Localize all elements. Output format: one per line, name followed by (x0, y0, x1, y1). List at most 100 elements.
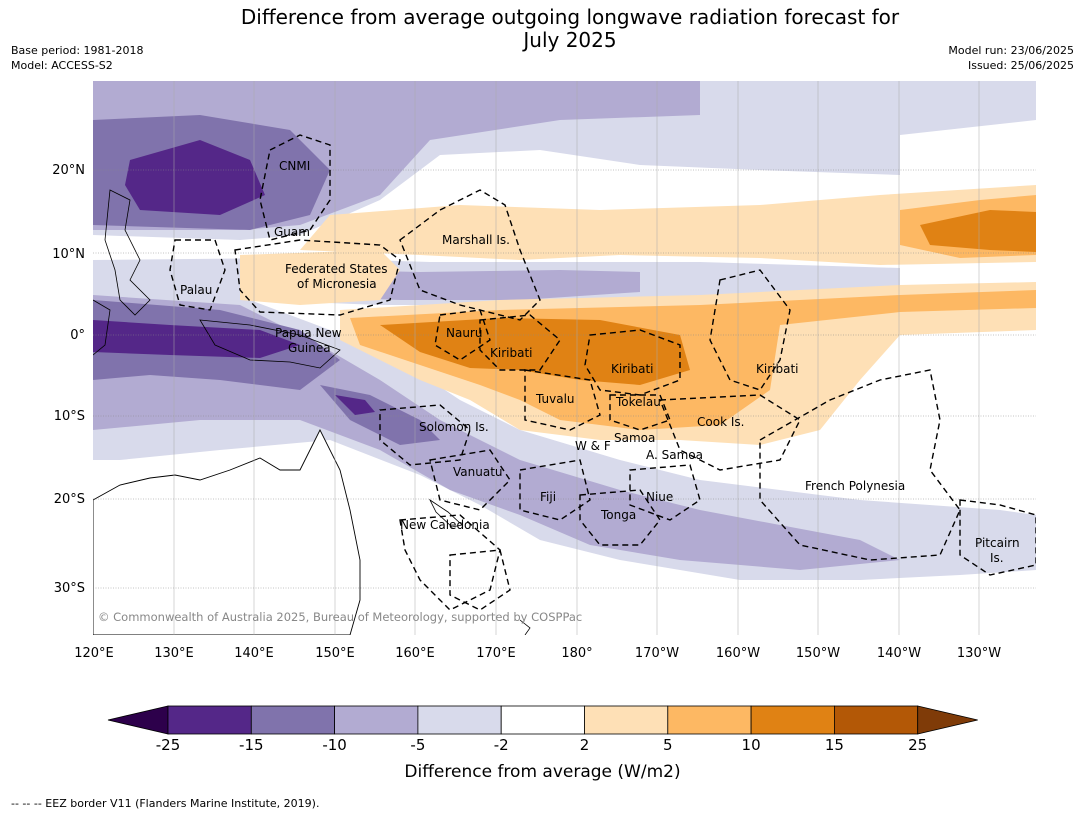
colorbar-tick-label: 15 (825, 736, 844, 754)
label-fiji: Fiji (540, 490, 556, 504)
borneo-coastline (93, 299, 111, 356)
label-solomon-islands: Solomon Is. (419, 420, 489, 434)
lon-label: 140°E (234, 646, 274, 661)
colorbar-tick-label: -10 (322, 736, 347, 754)
copyright-notice: © Commonwealth of Australia 2025, Bureau… (98, 610, 582, 624)
lon-label: 160°E (395, 646, 435, 661)
label-kiribati-east: Kiribati (756, 362, 798, 376)
label-kiribati-central: Kiribati (611, 362, 653, 376)
label-guam: Guam (274, 225, 310, 239)
base-info: Base period: 1981-2018 Model: ACCESS-S2 (11, 43, 143, 73)
base-period: Base period: 1981-2018 (11, 44, 144, 57)
label-palau: Palau (180, 283, 212, 297)
anomaly-map: CNMI Guam Marshall Is. Federated States … (52, 81, 1036, 661)
label-french-polynesia: French Polynesia (805, 479, 905, 493)
pos-core-equatorial (380, 318, 690, 385)
lat-label: 10°N (52, 247, 85, 262)
new-caledonia-coastline (428, 498, 463, 528)
title-line-1: Difference from average outgoing longwav… (240, 5, 900, 29)
label-marshall: Marshall Is. (442, 233, 510, 247)
lon-label: 140°W (877, 646, 921, 661)
lon-label: 120°E (74, 646, 114, 661)
colorbar-extend-max (917, 705, 978, 735)
new-guinea-coastline (199, 319, 341, 369)
title-line-2: July 2025 (523, 28, 617, 52)
label-cook-islands: Cook Is. (697, 415, 744, 429)
australia-coastline (93, 428, 361, 635)
meridians (173, 81, 980, 635)
lat-label: 20°S (54, 492, 85, 507)
label-american-samoa: A. Samoa (646, 448, 703, 462)
eez-borders (169, 134, 1036, 611)
lon-label: 130°E (154, 646, 194, 661)
colorbar-swatch (667, 705, 752, 735)
issued-date: Issued: 25/06/2025 (967, 59, 1074, 72)
label-pitcairn-1: Pitcairn (975, 536, 1020, 550)
pos-patch-fsm (240, 250, 400, 305)
lon-label: 150°W (796, 646, 840, 661)
lat-label: 0° (70, 328, 85, 343)
lon-label: 170°W (635, 646, 679, 661)
model-run: Model run: 23/06/2025 (948, 44, 1074, 57)
graticule (93, 169, 1036, 589)
new-zealand-coastline (519, 619, 531, 635)
colorbar-tick-label: -5 (410, 736, 425, 754)
label-png-2: Guinea (288, 341, 331, 355)
label-tonga: Tonga (600, 508, 636, 522)
lat-label: 30°S (54, 581, 85, 596)
longitude-labels: 120°E 130°E 140°E 150°E 160°E 170°E 180°… (74, 646, 1001, 661)
colorbar-tick-label: -2 (494, 736, 509, 754)
label-tokelau: Tokelau (615, 395, 661, 409)
label-pitcairn-2: Is. (990, 551, 1004, 565)
colorbar-tick-label: 2 (580, 736, 590, 754)
neg-min-philippine-sea (125, 140, 265, 215)
neg-min-solomon (335, 395, 375, 415)
label-niue: Niue (646, 490, 673, 504)
anomaly-fields (93, 81, 1036, 635)
latitude-labels: 20°N 10°N 0° 10°S 20°S 30°S (52, 163, 85, 596)
label-tuvalu: Tuvalu (535, 392, 575, 406)
colorbar-ticks: -25 -15 -10 -5 -2 2 5 10 15 25 (156, 736, 927, 754)
lon-label: 150°E (315, 646, 355, 661)
map-title: Difference from average outgoing longwav… (120, 6, 1020, 52)
pos-max-north (920, 210, 1036, 252)
pos-band-north (300, 185, 1036, 265)
label-fsm-1: Federated States (285, 262, 387, 276)
place-labels: CNMI Guam Marshall Is. Federated States … (180, 159, 1020, 565)
colorbar-extend-min (107, 705, 169, 735)
philippines-coastline (104, 189, 151, 316)
colorbar-swatch (167, 705, 252, 735)
colorbar-swatch (500, 705, 585, 735)
colorbar-swatch (250, 705, 336, 735)
label-vanuatu: Vanuatu (453, 465, 503, 479)
lon-label: 130°W (957, 646, 1001, 661)
lat-label: 10°S (54, 409, 85, 424)
colorbar-tick-label: -15 (239, 736, 264, 754)
colorbar-swatch (334, 705, 419, 735)
run-info: Model run: 23/06/2025 Issued: 25/06/2025 (948, 43, 1074, 73)
colorbar-swatch (584, 705, 669, 735)
label-wallis-futuna: W & F (575, 439, 611, 453)
label-samoa: Samoa (614, 431, 655, 445)
label-fsm-2: of Micronesia (297, 277, 377, 291)
label-new-caledonia: New Caledonia (400, 518, 490, 532)
label-nauru: Nauru (446, 326, 482, 340)
lon-label: 160°W (716, 646, 760, 661)
colorbar-swatch (750, 705, 835, 735)
lon-label: 180° (561, 646, 592, 661)
colorbar-swatch (417, 705, 502, 735)
neg-min-png (93, 320, 300, 358)
label-cnmi: CNMI (279, 159, 310, 173)
lat-label: 20°N (52, 163, 85, 178)
colorbar-tick-label: 25 (908, 736, 927, 754)
eez-footnote: -- -- -- EEZ border V11 (Flanders Marine… (11, 797, 320, 810)
lon-label: 170°E (476, 646, 516, 661)
colorbar-tick-label: 10 (742, 736, 761, 754)
colorbar-title: Difference from average (W/m2) (404, 762, 681, 782)
colorbar-swatch (834, 705, 919, 735)
model-name: Model: ACCESS-S2 (11, 59, 113, 72)
label-kiribati-west: Kiribati (490, 346, 532, 360)
label-png-1: Papua New (275, 326, 342, 340)
colorbar-tick-label: -25 (156, 736, 181, 754)
